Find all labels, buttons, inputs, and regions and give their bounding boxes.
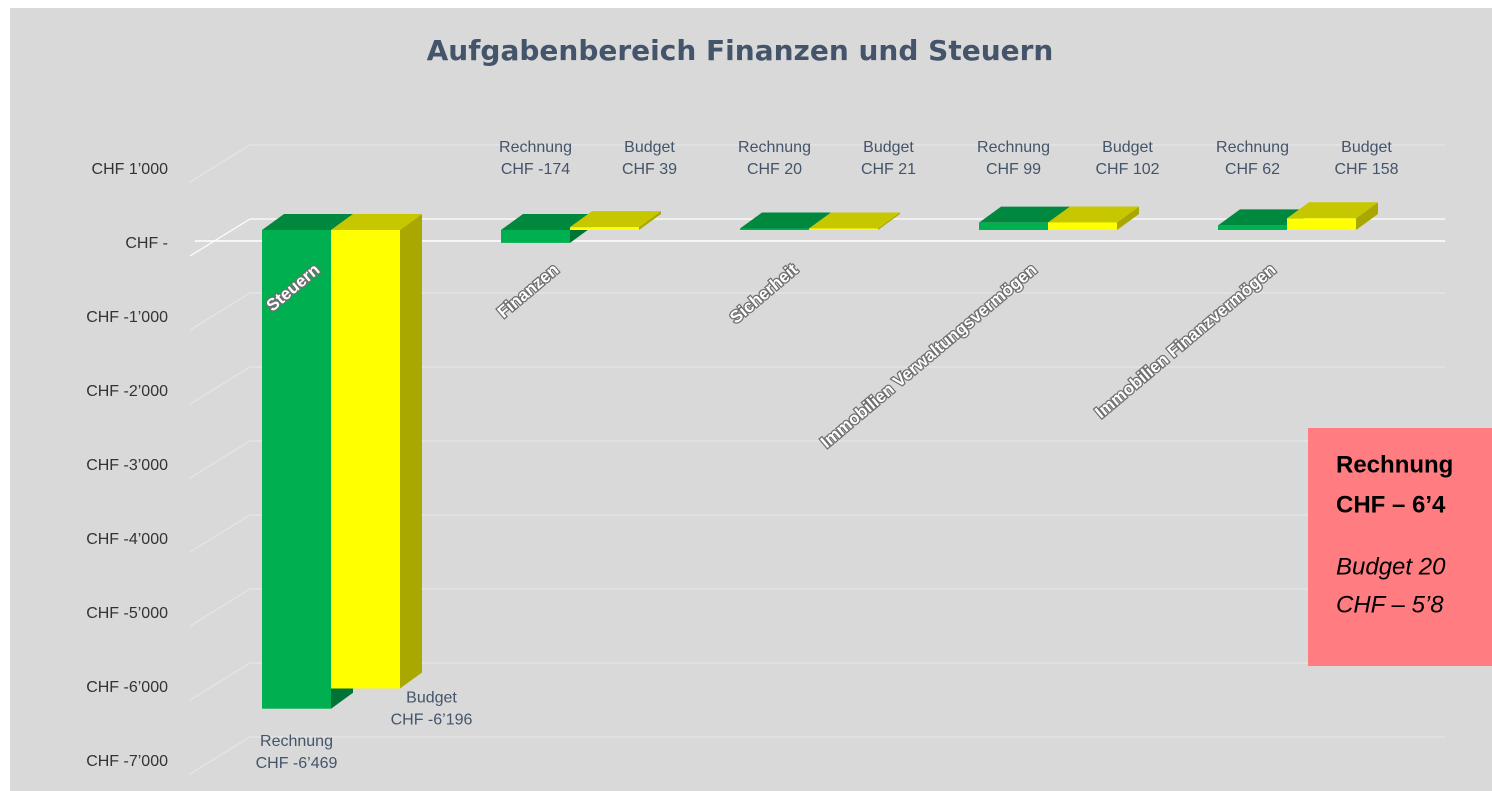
y-tick-label: CHF -6’000 — [86, 679, 168, 696]
bar — [1287, 202, 1378, 230]
bar-side — [639, 211, 661, 230]
grid-line — [189, 218, 251, 257]
bar-front — [979, 222, 1048, 230]
data-label: CHF -6’196 — [391, 712, 473, 729]
bar — [809, 212, 900, 230]
data-label-series: Budget — [624, 139, 675, 156]
bar-front — [262, 230, 331, 709]
annotation-text: CHF – 5’8 — [1336, 591, 1444, 618]
data-label-series: Budget — [863, 139, 914, 156]
bar-top — [809, 212, 900, 229]
y-tick-label: CHF -5’000 — [86, 605, 168, 622]
data-label: CHF -6’469 — [256, 755, 338, 772]
bar-front — [1048, 222, 1117, 230]
bar — [570, 211, 661, 230]
chart-background — [10, 8, 1492, 791]
data-label: CHF 158 — [1334, 161, 1398, 178]
bar-top — [1048, 206, 1139, 223]
data-label-series: Budget — [406, 690, 457, 707]
grid-line — [189, 292, 251, 331]
bar-top — [1218, 209, 1309, 226]
bar-top — [570, 211, 661, 228]
data-label: CHF 21 — [861, 161, 916, 178]
data-label: CHF -174 — [501, 161, 570, 178]
bar-top — [979, 206, 1070, 223]
data-label: CHF 102 — [1095, 161, 1159, 178]
annotation-box — [1308, 428, 1492, 666]
y-tick-label: CHF -3’000 — [86, 457, 168, 474]
data-label-series: Rechnung — [499, 139, 572, 156]
bar-front — [570, 227, 639, 230]
data-label: CHF 62 — [1225, 161, 1280, 178]
data-label: CHF 20 — [747, 161, 802, 178]
annotation-text: Budget 20 — [1336, 553, 1446, 580]
y-tick-label: CHF -1’000 — [86, 309, 168, 326]
data-label-series: Rechnung — [738, 139, 811, 156]
grid-line — [189, 366, 251, 405]
data-label: CHF 39 — [622, 161, 677, 178]
data-label-series: Rechnung — [260, 733, 333, 750]
bar-front — [331, 230, 400, 689]
grid-line — [189, 144, 251, 183]
bar-front — [809, 228, 878, 230]
y-tick-label: CHF 1’000 — [92, 161, 169, 178]
bar-front — [501, 230, 570, 243]
bar-side — [878, 212, 900, 230]
bar — [1048, 206, 1139, 230]
data-label-series: Rechnung — [977, 139, 1050, 156]
annotation-text: CHF – 6’4 — [1336, 491, 1446, 518]
bar-top — [501, 214, 592, 230]
bar-front — [1287, 218, 1356, 230]
grid-line — [189, 736, 251, 775]
bar-top — [1287, 202, 1378, 219]
grid-line — [189, 588, 251, 627]
bar-top — [331, 214, 422, 230]
data-label-series: Rechnung — [1216, 139, 1289, 156]
bar-top — [262, 214, 353, 230]
data-label: CHF 99 — [986, 161, 1041, 178]
grid-line — [189, 662, 251, 701]
y-tick-label: CHF -7’000 — [86, 753, 168, 770]
bar-top — [740, 212, 831, 229]
y-tick-label: CHF -4’000 — [86, 531, 168, 548]
chart-title: Aufgabenbereich Finanzen und Steuern — [427, 34, 1054, 67]
bar-side — [1117, 206, 1139, 230]
bar-side — [400, 214, 422, 689]
bar — [331, 214, 422, 689]
data-label-series: Budget — [1341, 139, 1392, 156]
y-tick-label: CHF - — [125, 235, 168, 252]
y-tick-label: CHF -2’000 — [86, 383, 168, 400]
bar-side — [1356, 202, 1378, 230]
grid-line — [189, 440, 251, 479]
annotation-text: Rechnung — [1336, 451, 1453, 478]
bar-front — [1218, 225, 1287, 230]
data-label-series: Budget — [1102, 139, 1153, 156]
grid-line — [189, 514, 251, 553]
bar-front — [740, 228, 809, 230]
